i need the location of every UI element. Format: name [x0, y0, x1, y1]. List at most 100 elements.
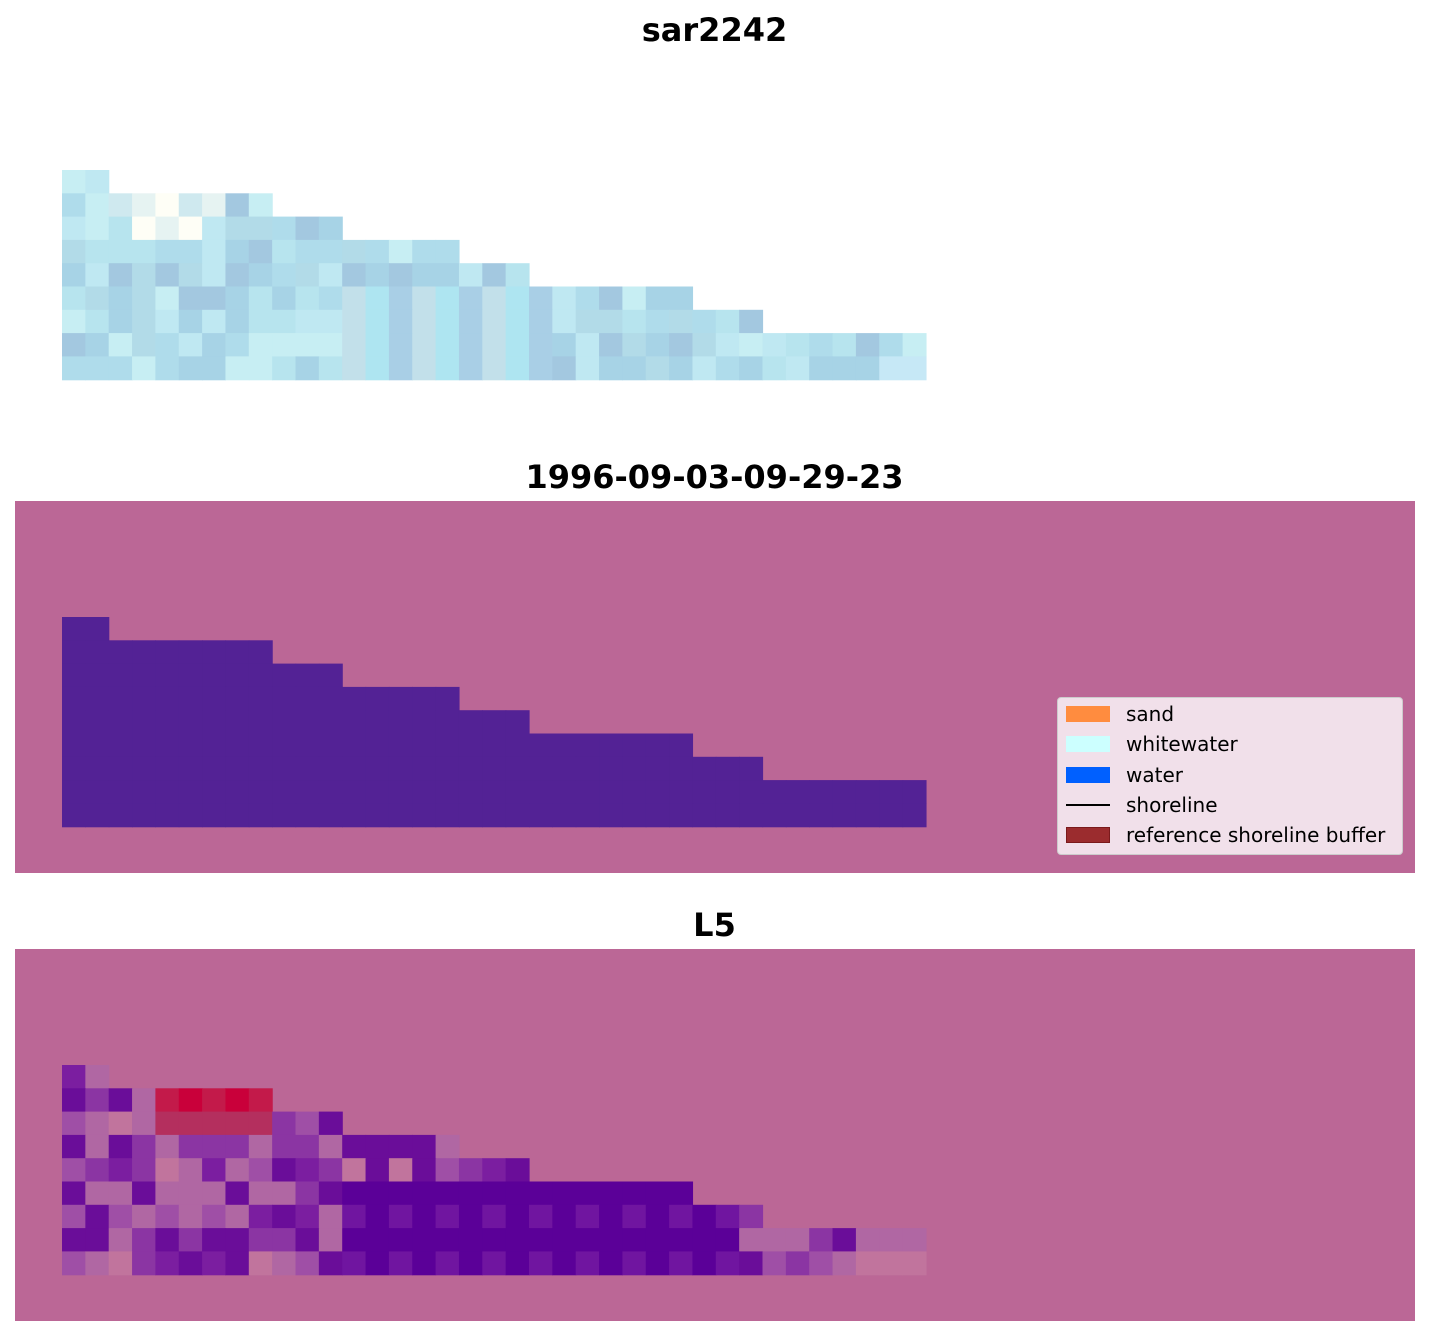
index-pixel [458, 1204, 483, 1229]
index-pixel [202, 1204, 227, 1229]
index-pixel [902, 1228, 927, 1252]
water-pixel [412, 803, 437, 828]
water-pixel [388, 756, 413, 781]
water-pixel [902, 780, 927, 804]
water-pixel [295, 663, 320, 688]
water-pixel [412, 756, 437, 781]
water-pixel [178, 803, 203, 828]
water-pixel [85, 640, 110, 665]
rgb-pixel [529, 286, 553, 311]
index-pixel [739, 1204, 764, 1229]
shoreline-line [1066, 804, 1110, 806]
rgb-pixel [832, 356, 857, 381]
water-pixel [202, 686, 227, 711]
index-pixel [318, 1181, 343, 1206]
index-pixel [809, 1228, 834, 1252]
rgb-pixel [622, 356, 647, 381]
water-pixel [435, 686, 460, 711]
legend-item-whitewater: whitewater [1066, 732, 1238, 756]
rgb-pixel [342, 263, 367, 288]
water-pixel [575, 756, 600, 781]
index-pixel [178, 1251, 203, 1276]
water-pixel [529, 756, 553, 781]
index-pixel [505, 1204, 530, 1229]
rgb-pixel [178, 239, 203, 264]
legend-item-sand: sand [1066, 702, 1174, 726]
rgb-pixel [645, 309, 670, 334]
rgb-pixel [879, 356, 904, 381]
index-pixel [248, 1088, 273, 1113]
index-pixel [248, 1158, 273, 1183]
index-pixel [342, 1204, 367, 1229]
rgb-pixel [155, 263, 180, 288]
rgb-pixel [178, 216, 203, 241]
water-pixel [715, 803, 740, 828]
rgb-pixel [225, 309, 250, 334]
index-pixel [295, 1228, 320, 1252]
rgb-pixel [248, 216, 273, 241]
rgb-pixel [762, 333, 787, 357]
rgb-pixel [552, 309, 577, 334]
index-pixel [85, 1181, 110, 1206]
water-pixel [669, 756, 694, 781]
rgb-pixel [365, 239, 390, 264]
index-pixel [108, 1088, 133, 1113]
rgb-pixel [178, 309, 203, 334]
rgb-pixel [669, 286, 694, 311]
rgb-pixel [132, 263, 156, 288]
water-pixel [62, 733, 86, 758]
water-pixel [155, 733, 180, 758]
index-pixel [272, 1228, 297, 1252]
water-pixel [482, 803, 507, 828]
water-pixel [85, 756, 110, 781]
index-pixel [85, 1088, 110, 1113]
index-pixel [552, 1251, 577, 1276]
index-pixel [295, 1181, 320, 1206]
index-pixel [762, 1228, 787, 1252]
water-pixel [272, 710, 297, 735]
index-pixel [505, 1228, 530, 1252]
index-pixel [155, 1111, 180, 1136]
index-pixel [225, 1158, 250, 1183]
index-pixel [832, 1228, 857, 1252]
water-pixel [855, 803, 880, 828]
water-pixel [178, 640, 203, 665]
water-pixel [645, 803, 670, 828]
water-pixel [739, 780, 764, 804]
water-pixel [762, 803, 787, 828]
index-pixel [715, 1228, 740, 1252]
classification-image [15, 501, 1415, 873]
index-pixel [132, 1088, 156, 1113]
rgb-pixel [155, 356, 180, 381]
index-pixel [458, 1251, 483, 1276]
index-pixel [669, 1181, 694, 1206]
rgb-pixel [108, 356, 133, 381]
index-pixel [365, 1181, 390, 1206]
rgb-pixel [225, 286, 250, 311]
index-pixel [248, 1181, 273, 1206]
index-pixel [178, 1228, 203, 1252]
index-pixel [622, 1228, 647, 1252]
water-pixel [225, 803, 250, 828]
index-pixel [575, 1251, 600, 1276]
water-pixel [855, 780, 880, 804]
legend-label-shoreline: shoreline [1126, 793, 1218, 817]
water-pixel [505, 756, 530, 781]
water-pixel [435, 756, 460, 781]
panel-title-index: L5 [693, 906, 736, 944]
water-pixel [715, 756, 740, 781]
index-pixel [505, 1158, 530, 1183]
rgb-pixel [855, 333, 880, 357]
index-pixel [62, 1158, 86, 1183]
water-pixel [248, 663, 273, 688]
rgb-pixel [715, 333, 740, 357]
rgb-image [15, 54, 1415, 426]
water-pixel [272, 803, 297, 828]
index-pixel [248, 1134, 273, 1159]
rgb-pixel [202, 309, 227, 334]
water-pixel [412, 780, 437, 804]
reference-buffer-swatch [1066, 827, 1110, 843]
water-pixel [225, 686, 250, 711]
index-pixel [85, 1065, 110, 1089]
water-pixel [365, 733, 390, 758]
